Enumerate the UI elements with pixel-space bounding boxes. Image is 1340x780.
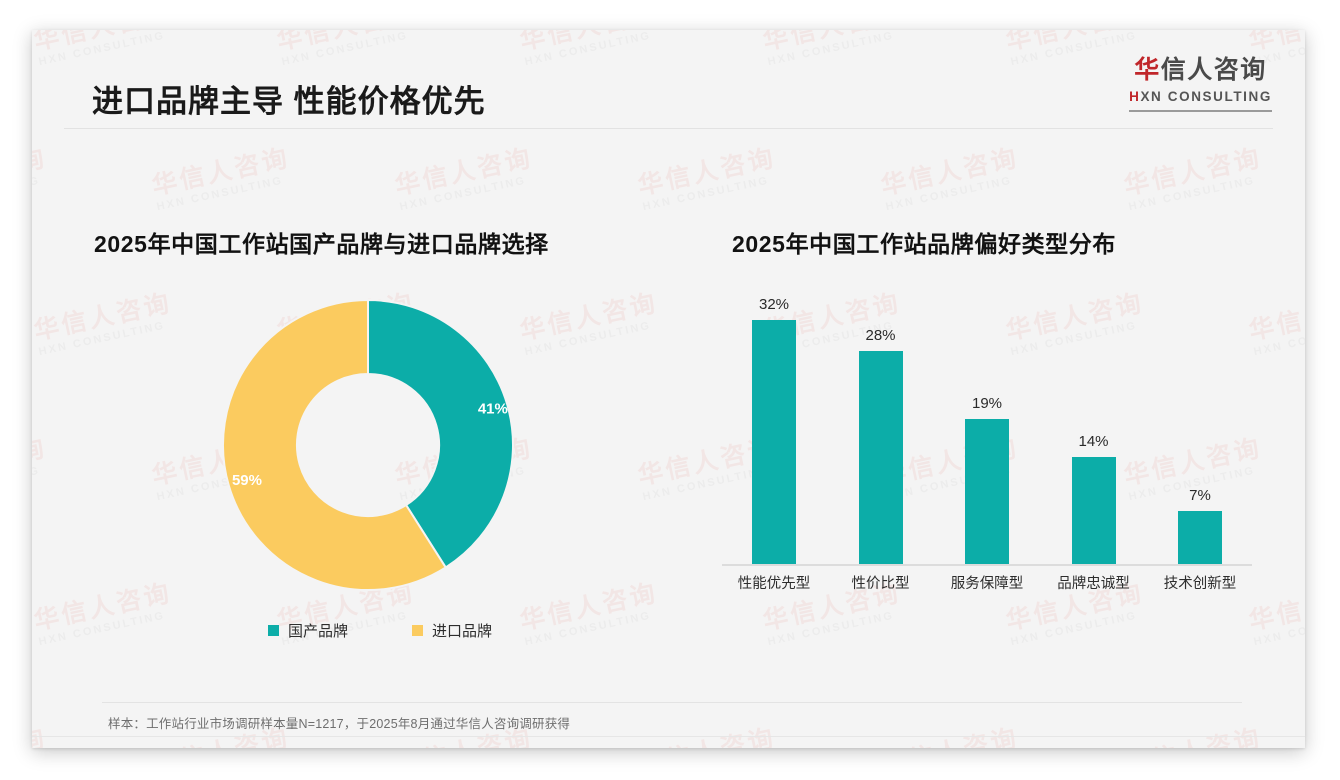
- bar-value-label: 28%: [865, 326, 896, 344]
- bar-column[interactable]: 32%: [734, 292, 814, 564]
- bar-category-label: 性能优先型: [737, 576, 811, 592]
- bar-rect[interactable]: [965, 419, 1009, 564]
- bar-column[interactable]: 19%: [947, 292, 1027, 564]
- footer-divider: [32, 736, 1305, 737]
- bar-rect[interactable]: [1178, 510, 1222, 564]
- legend-swatch-import: [412, 625, 424, 636]
- slide-content: 进口品牌主导 性能价格优先 华信人咨询 HXN CONSULTING 2025年…: [32, 30, 1305, 748]
- legend-swatch-domestic: [268, 625, 279, 636]
- brand-logo: 华信人咨询 HXN CONSULTING: [1129, 58, 1272, 112]
- logo-english-rest: XN CONSULTING: [1140, 89, 1272, 104]
- header-divider: [64, 128, 1273, 129]
- bar-chart-title: 2025年中国工作站品牌偏好类型分布: [732, 231, 1116, 257]
- bar-value-label: 32%: [758, 296, 790, 314]
- donut-chart: 41% 59%: [208, 285, 528, 605]
- legend-item-domestic[interactable]: 国产品牌: [268, 620, 348, 641]
- bar-rect[interactable]: [752, 320, 796, 564]
- legend-label-import: 进口品牌: [432, 623, 493, 640]
- bar-rect[interactable]: [858, 350, 903, 564]
- copyright-text: ©2025.10 HXR华信人咨询: [96, 746, 243, 748]
- slide-header: 进口品牌主导 性能价格优先 华信人咨询 HXN CONSULTING: [32, 30, 1305, 130]
- footnote-text: 样本：工作站行业市场调研样本量N=1217，于2025年8月通过华信人咨询调研获…: [108, 717, 571, 731]
- donut-slice-import[interactable]: [222, 298, 448, 591]
- bar-value-label: 7%: [1189, 486, 1211, 504]
- bar-chart-bars: 32% 28% 19% 14% 7%: [722, 292, 1252, 564]
- logo-english-accent: H: [1129, 89, 1141, 104]
- donut-legend: 国产品牌 进口品牌: [268, 620, 492, 641]
- bar-category-label: 服务保障型: [950, 576, 1024, 592]
- website-url: www.hxrcon.com: [1152, 746, 1243, 748]
- logo-accent-char: 华: [1134, 56, 1161, 84]
- logo-chinese: 华信人咨询: [1129, 58, 1272, 83]
- bar-category-label: 性价比型: [851, 576, 910, 592]
- bar-category-label: 品牌忠诚型: [1057, 576, 1130, 592]
- logo-chinese-rest: 信人咨询: [1160, 56, 1267, 84]
- legend-item-import[interactable]: 进口品牌: [412, 620, 492, 641]
- logo-underline: [1129, 109, 1272, 112]
- bar-chart-category-labels: 性能优先型 性价比型 服务保障型 品牌忠诚型 技术创新型: [722, 572, 1252, 593]
- bar-column[interactable]: 14%: [1054, 292, 1134, 564]
- donut-slice-label: 59%: [232, 472, 262, 489]
- bar-value-label: 14%: [1078, 433, 1109, 451]
- logo-english: HXN CONSULTING: [1129, 90, 1272, 104]
- donut-chart-title: 2025年中国工作站国产品牌与进口品牌选择: [94, 231, 549, 257]
- legend-label-domestic: 国产品牌: [288, 623, 349, 640]
- slide-card: 华信人咨询 HXN CONSULTING 华信人咨询 HXN CONSULTING华信…: [32, 30, 1305, 748]
- page-title: 进口品牌主导 性能价格优先: [92, 84, 486, 119]
- footnote-divider: [102, 702, 1242, 703]
- bar-category-label: 技术创新型: [1163, 576, 1237, 592]
- donut-slice-domestic[interactable]: [367, 298, 514, 569]
- bar-value-label: 19%: [971, 395, 1003, 413]
- bar-chart: 32% 28% 19% 14% 7% 性能优先型 性价比型 服务保障型 品牌忠诚型 技术创新型: [722, 292, 1252, 604]
- donut-chart-svg: 41% 59%: [222, 298, 514, 591]
- donut-slice-label: 41%: [478, 401, 508, 418]
- bar-column[interactable]: 28%: [841, 292, 921, 564]
- bar-chart-axis-line: [722, 564, 1252, 566]
- bar-rect[interactable]: [1071, 457, 1116, 564]
- bar-column[interactable]: 7%: [1160, 292, 1240, 564]
